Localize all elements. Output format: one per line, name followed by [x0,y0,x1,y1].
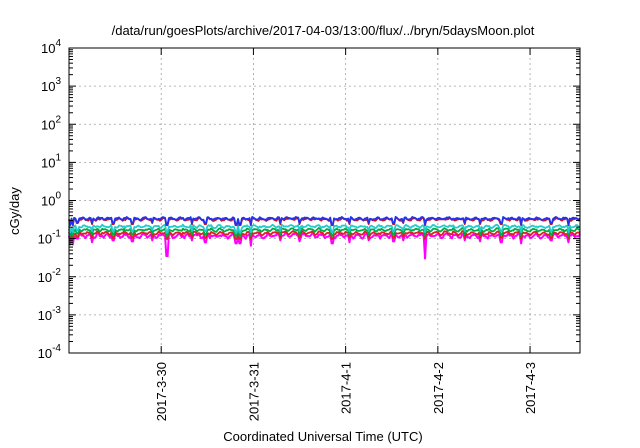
y-tick-label: 10-2 [38,267,62,285]
grid-lines [69,48,580,353]
y-axis-label: cGy/day [7,187,22,235]
y-tick-label: 10-4 [38,343,62,361]
x-tick-label: 2017-4-2 [431,362,446,414]
series-line [68,216,581,226]
x-axis: 2017-3-30 2017-3-31 2017-4-1 2017-4-2 2017-4… [154,48,538,421]
series-line [68,230,581,240]
x-tick-label: 2017-4-3 [523,362,538,414]
y-tick-label: 10-3 [38,305,62,323]
y-tick-label: 104 [41,38,61,56]
y-axis: 10-4 10-3 10-2 10-1 100 101 102 103 104 [38,38,580,361]
x-axis-label: Coordinated Universal Time (UTC) [223,429,422,444]
x-tick-label: 2017-3-30 [154,362,169,421]
data-series [68,216,581,260]
series-line [68,223,581,234]
x-tick-label: 2017-3-31 [246,362,261,421]
y-tick-label: 103 [41,76,61,94]
series-line [68,231,581,260]
y-tick-label: 101 [41,152,61,170]
y-tick-label: 10-1 [38,229,62,247]
chart-title: /data/run/goesPlots/archive/2017-04-03/1… [112,23,535,38]
y-tick-label: 102 [41,114,61,132]
series-line [68,227,581,237]
x-tick-label: 2017-4-1 [339,362,354,414]
y-tick-label: 100 [41,191,61,209]
